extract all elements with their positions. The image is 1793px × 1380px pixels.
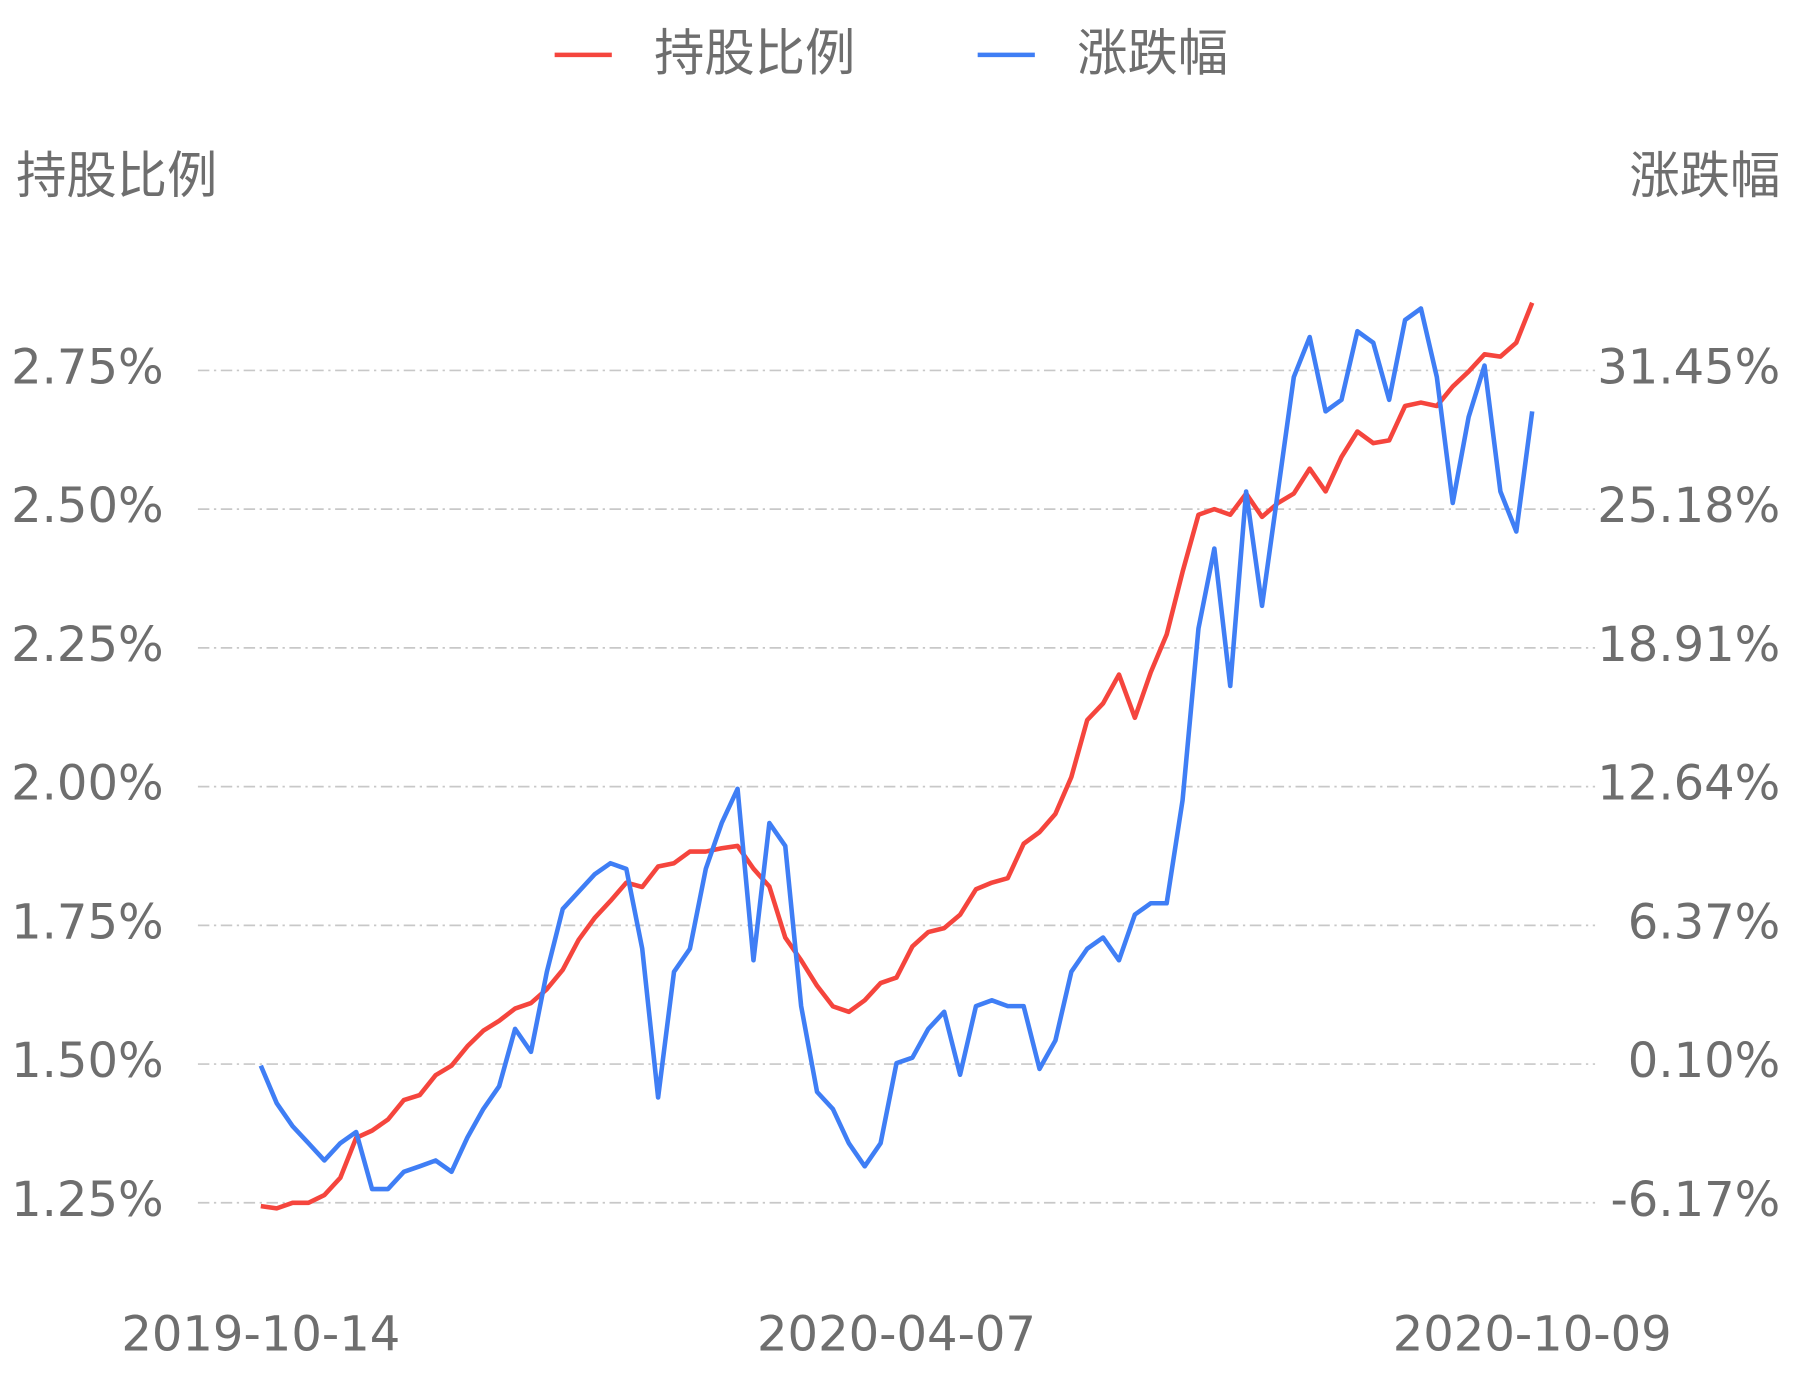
y-tick-label: 2.50%	[11, 478, 163, 534]
x-tick-label: 2019-10-14	[121, 1307, 400, 1363]
y-tick-label: 1.75%	[11, 894, 163, 950]
y-tick-label: 2.25%	[11, 617, 163, 673]
y-axis-title: 持股比例	[16, 146, 217, 205]
legend-label: 涨跌幅	[1077, 24, 1228, 83]
x-tick-label: 2020-10-09	[1393, 1307, 1672, 1363]
y2-tick-label: 6.37%	[1628, 894, 1780, 950]
y2-tick-label: -6.17%	[1610, 1172, 1780, 1228]
y2-axis-title: 涨跌幅	[1629, 146, 1780, 205]
line-series	[258, 306, 1535, 1192]
y2-tick-label: 0.10%	[1628, 1033, 1780, 1089]
y-tick-label: 1.50%	[11, 1033, 163, 1089]
x-tick-label: 2020-04-07	[757, 1307, 1036, 1363]
y-tick-label: 2.75%	[11, 339, 163, 395]
line-series	[260, 301, 1535, 1211]
y2-tick-label: 25.18%	[1597, 478, 1780, 534]
y-tick-label: 2.00%	[11, 756, 163, 812]
y2-tick-label: 12.64%	[1597, 756, 1780, 812]
y2-tick-label: 31.45%	[1597, 339, 1780, 395]
y-tick-label: 1.25%	[11, 1172, 163, 1228]
y2-tick-label: 18.91%	[1597, 617, 1780, 673]
legend-label: 持股比例	[654, 24, 855, 83]
